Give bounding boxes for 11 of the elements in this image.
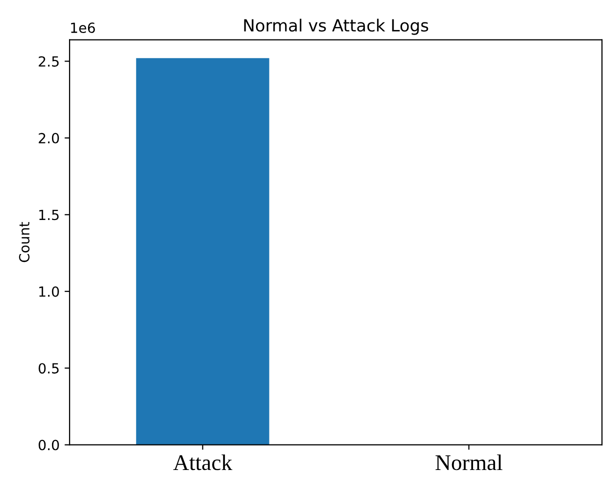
y-tick-label: 2.5 <box>38 56 59 67</box>
chart-title: Normal vs Attack Logs <box>244 18 428 35</box>
x-tick-label: Normal <box>436 454 502 470</box>
y-tick-label: 1.0 <box>39 286 59 297</box>
y-tick-label: 0.5 <box>38 363 59 374</box>
y-tick-label: 1.5 <box>39 210 59 220</box>
x-tick-label: Attack <box>173 454 232 470</box>
y-tick-label: 0.0 <box>38 440 59 450</box>
y-axis-title: Count <box>19 222 30 262</box>
text: 1e6 <box>71 22 95 34</box>
y-tick-label: 2.0 <box>38 132 59 144</box>
